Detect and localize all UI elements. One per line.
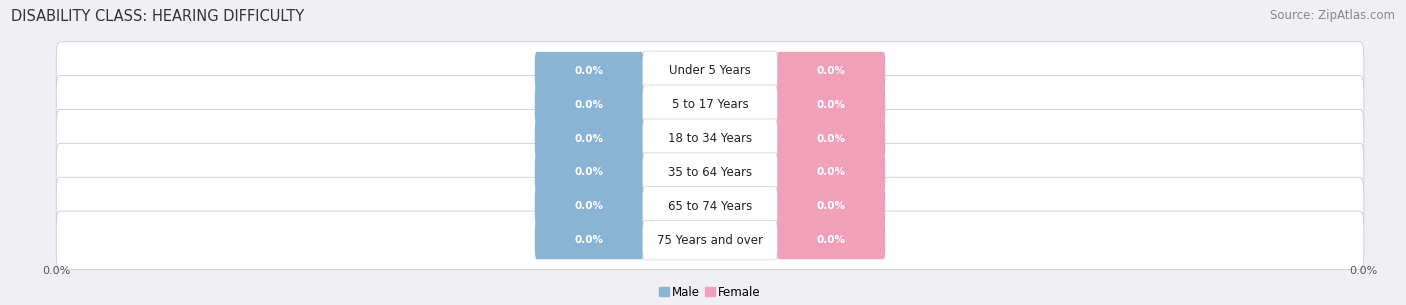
FancyBboxPatch shape — [56, 42, 1364, 100]
FancyBboxPatch shape — [776, 221, 886, 259]
FancyBboxPatch shape — [643, 221, 778, 260]
Text: 0.0%: 0.0% — [575, 167, 603, 178]
Text: 65 to 74 Years: 65 to 74 Years — [668, 200, 752, 213]
FancyBboxPatch shape — [534, 86, 644, 124]
Legend: Male, Female: Male, Female — [655, 281, 765, 303]
FancyBboxPatch shape — [643, 85, 778, 124]
Text: 0.0%: 0.0% — [817, 66, 845, 76]
FancyBboxPatch shape — [776, 86, 886, 124]
FancyBboxPatch shape — [534, 221, 644, 259]
Text: 0.0%: 0.0% — [817, 134, 845, 144]
Text: 0.0%: 0.0% — [575, 235, 603, 245]
FancyBboxPatch shape — [534, 120, 644, 158]
FancyBboxPatch shape — [56, 177, 1364, 235]
Text: Under 5 Years: Under 5 Years — [669, 64, 751, 77]
Text: 0.0%: 0.0% — [817, 201, 845, 211]
FancyBboxPatch shape — [643, 187, 778, 226]
Text: 5 to 17 Years: 5 to 17 Years — [672, 98, 748, 111]
FancyBboxPatch shape — [643, 119, 778, 158]
Text: 0.0%: 0.0% — [817, 100, 845, 110]
FancyBboxPatch shape — [56, 143, 1364, 202]
FancyBboxPatch shape — [534, 153, 644, 192]
FancyBboxPatch shape — [56, 109, 1364, 168]
Text: Source: ZipAtlas.com: Source: ZipAtlas.com — [1270, 9, 1395, 22]
FancyBboxPatch shape — [643, 153, 778, 192]
Text: 0.0%: 0.0% — [575, 201, 603, 211]
Text: 75 Years and over: 75 Years and over — [657, 234, 763, 247]
FancyBboxPatch shape — [776, 120, 886, 158]
Text: 18 to 34 Years: 18 to 34 Years — [668, 132, 752, 145]
FancyBboxPatch shape — [56, 211, 1364, 269]
FancyBboxPatch shape — [534, 52, 644, 90]
FancyBboxPatch shape — [56, 76, 1364, 134]
Text: 0.0%: 0.0% — [817, 235, 845, 245]
Text: DISABILITY CLASS: HEARING DIFFICULTY: DISABILITY CLASS: HEARING DIFFICULTY — [11, 9, 305, 24]
Text: 0.0%: 0.0% — [817, 167, 845, 178]
Text: 0.0%: 0.0% — [575, 134, 603, 144]
FancyBboxPatch shape — [776, 153, 886, 192]
FancyBboxPatch shape — [776, 187, 886, 225]
FancyBboxPatch shape — [643, 51, 778, 91]
FancyBboxPatch shape — [776, 52, 886, 90]
FancyBboxPatch shape — [534, 187, 644, 225]
Text: 0.0%: 0.0% — [575, 66, 603, 76]
Text: 35 to 64 Years: 35 to 64 Years — [668, 166, 752, 179]
Text: 0.0%: 0.0% — [575, 100, 603, 110]
